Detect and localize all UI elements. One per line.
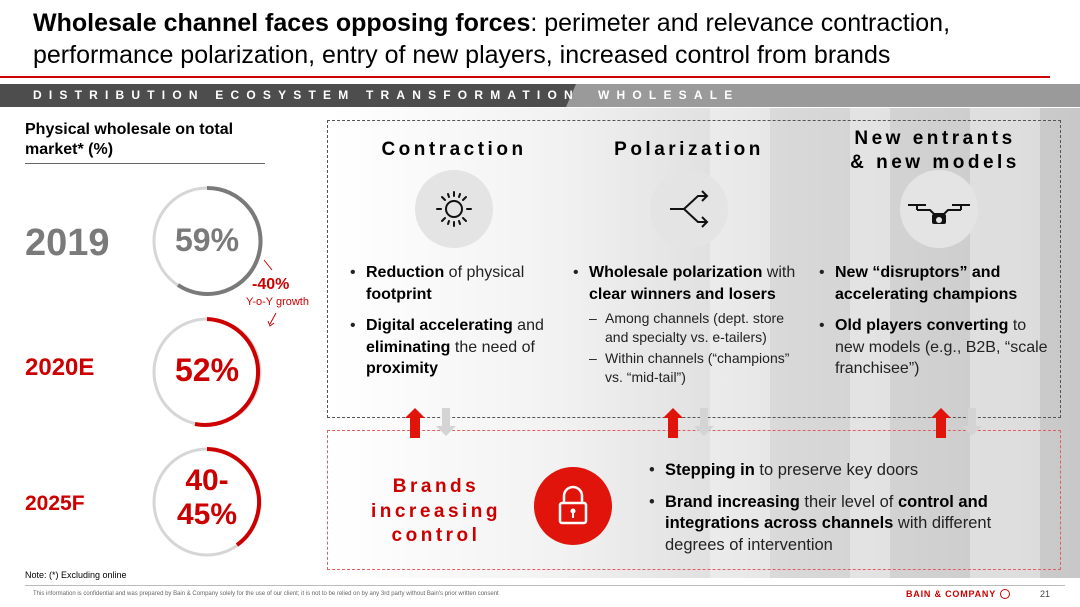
heading-new-entrants-line2: & new models (850, 152, 1020, 173)
text-run: of physical (444, 264, 525, 281)
text-run: with (762, 264, 796, 281)
sun-burst-icon (436, 191, 472, 227)
text-run: Wholesale polarization (589, 264, 763, 281)
brands-label-line1: Brands (392, 476, 480, 497)
text-run: clear winners and losers (589, 285, 776, 303)
contraction-bullet-2: Digital accelerating and eliminating the… (348, 315, 548, 380)
text-run: proximity (366, 360, 439, 377)
year-2020e: 2020E (25, 354, 95, 381)
new-entrants-bullet-2: Old players converting to new models (e.… (817, 315, 1052, 380)
text-run: and (512, 317, 544, 334)
ring-2019 (152, 185, 263, 296)
left-panel-heading: Physical wholesale on total market* (%) (25, 121, 234, 158)
heading-contraction: Contraction (381, 139, 527, 160)
drone-icon (908, 204, 970, 224)
slide-title: Wholesale channel faces opposing forces:… (33, 7, 1063, 71)
year-2019: 2019 (25, 222, 110, 264)
text-run: the need of (450, 338, 535, 356)
text-run: their level of (799, 492, 898, 511)
brands-bullets: Stepping in to preserve key doors Brand … (647, 460, 1007, 566)
contraction-icon-circle (415, 170, 493, 248)
title-rest: : perimeter and relevance contraction, p… (33, 9, 951, 69)
footer-divider (25, 585, 1065, 586)
year-2025f: 2025F (25, 492, 85, 515)
text-run: Stepping in (665, 461, 755, 479)
heading-new-entrants-line1: New entrants (854, 128, 1016, 149)
text-run: to preserve key doors (754, 461, 919, 479)
brands-label: Brands increasing control (356, 475, 516, 549)
ring-2025f (152, 447, 262, 557)
brands-label-line3: control (391, 525, 481, 546)
banner-right-text: WHOLESALE (598, 88, 740, 102)
brands-icon-circle (534, 467, 612, 545)
banner-left-text: DISTRIBUTION ECOSYSTEM TRANSFORMATION (33, 88, 580, 102)
title-bold: Wholesale channel faces opposing forces (33, 9, 531, 37)
up-arrow-icon (931, 408, 951, 438)
polarization-bullets: Wholesale polarization with clear winner… (571, 262, 811, 389)
down-arrow-icon (436, 408, 456, 436)
polarization-sub-2: Within channels (“champions” vs. “mid-ta… (571, 349, 811, 387)
polarization-icon-circle (650, 170, 728, 248)
text-run: to new models (e.g., B2B, “scale franchi… (835, 317, 1048, 377)
section-banner-tab (566, 84, 1080, 107)
polarization-bullet-1: Wholesale polarization with clear winner… (571, 262, 811, 305)
down-arrow-icon (267, 312, 277, 327)
text-run: Digital accelerating (366, 317, 513, 334)
company-logo: BAIN & COMPANY (906, 589, 997, 599)
left-panel-divider (25, 163, 265, 164)
text-run: control and integrations across channels (665, 492, 988, 533)
text-run: eliminating (366, 338, 451, 356)
down-arrow-icon (694, 408, 714, 436)
new-entrants-bullets: New “disruptors” and accelerating champi… (817, 262, 1052, 390)
heading-new-entrants: New entrants & new models (824, 127, 1046, 175)
text-run: with different degrees of intervention (665, 514, 992, 554)
new-entrants-icon-circle (900, 170, 978, 248)
value-2020e: 52% (174, 352, 240, 388)
text-run: Brand increasing (665, 492, 800, 511)
up-arrow-icon (405, 408, 425, 438)
down-arrow-icon (962, 408, 982, 436)
brands-box (327, 430, 1061, 570)
yoy-value: -40% (252, 276, 290, 293)
logo-mark-icon (1000, 589, 1010, 599)
fork-arrows-icon (670, 190, 709, 228)
text-run: Reduction (366, 264, 445, 281)
ring-2020e (152, 317, 262, 427)
forces-box (327, 120, 1061, 418)
value-2025f-line1: 40- (185, 464, 229, 497)
new-entrants-bullet-1: New “disruptors” and accelerating champi… (817, 262, 1052, 305)
value-2025f: 40- 45% (160, 464, 254, 532)
text-run: New “disruptors” and accelerating champi… (835, 264, 1018, 303)
brands-influence-arrows-1 (405, 408, 456, 438)
text-run: footprint (366, 285, 432, 303)
up-arrow-icon (663, 408, 683, 438)
contraction-bullets: Reduction of physical footprint Digital … (348, 262, 548, 390)
contraction-bullet-1: Reduction of physical footprint (348, 262, 548, 305)
heading-polarization: Polarization (614, 139, 764, 160)
brands-bullet-1: Stepping in to preserve key doors (647, 460, 1007, 482)
lock-icon (558, 485, 588, 525)
brands-influence-arrows-3 (931, 408, 982, 438)
yoy-label: Y-o-Y growth (246, 296, 309, 308)
brands-bullet-2: Brand increasing their level of control … (647, 492, 1007, 557)
confidentiality-notice: This information is confidential and was… (33, 591, 499, 597)
brands-label-line2: increasing (370, 500, 502, 522)
text-run: Old players converting (835, 317, 1009, 334)
title-divider (0, 76, 1050, 78)
value-2025f-line2: 45% (176, 498, 238, 531)
footnote: Note: (*) Excluding online (25, 570, 127, 580)
polarization-sub-1: Among channels (dept. store and specialt… (571, 309, 811, 347)
trend-line-icon (263, 259, 273, 271)
value-2019: 59% (174, 222, 240, 258)
page-number: 21 (1040, 589, 1051, 599)
brands-influence-arrows-2 (663, 408, 714, 438)
